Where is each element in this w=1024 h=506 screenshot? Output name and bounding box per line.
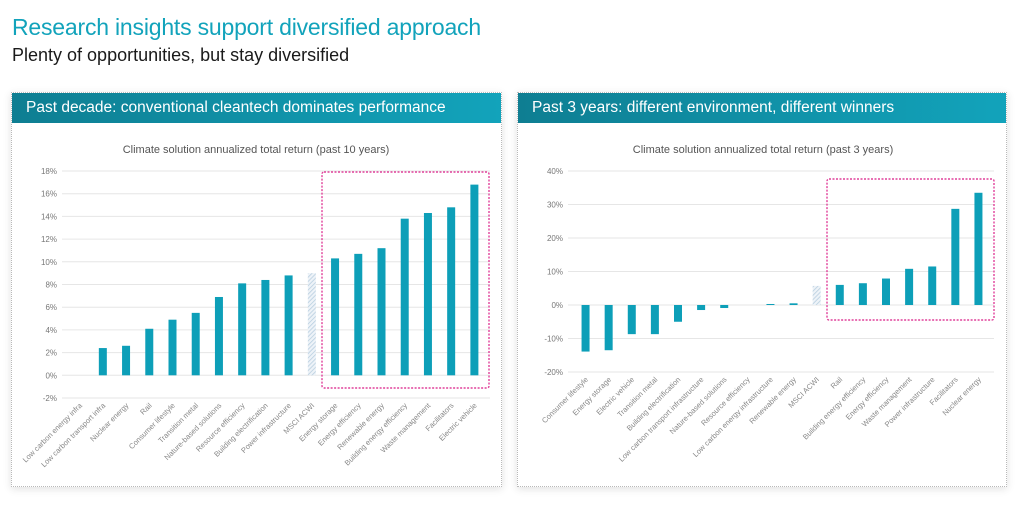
bar: [974, 192, 983, 305]
bar: [905, 268, 914, 305]
bar: [238, 283, 247, 376]
bar: [191, 312, 200, 376]
chart-past-3-years: Climate solution annualized total return…: [540, 144, 995, 464]
benchmark-bar: [307, 273, 316, 376]
y-tick-label: 18%: [41, 167, 57, 176]
bar: [882, 278, 890, 305]
bar: [650, 305, 659, 335]
chart-title: Climate solution annualized total return…: [633, 144, 893, 156]
y-tick-label: 40%: [547, 167, 563, 176]
bar: [674, 305, 682, 322]
page-subtitle: Plenty of opportunities, but stay divers…: [12, 45, 350, 65]
bar: [604, 305, 613, 351]
highlight-box: [826, 178, 995, 321]
y-tick-label: 0%: [551, 301, 563, 310]
bar: [835, 284, 844, 305]
y-tick-label: 14%: [41, 212, 57, 221]
y-tick-label: 10%: [41, 258, 57, 267]
panel-heading: Past decade: conventional cleantech domi…: [12, 93, 501, 123]
y-tick-label: 10%: [547, 268, 563, 277]
y-tick-label: 8%: [45, 281, 57, 290]
bar: [145, 328, 154, 376]
bar: [720, 305, 729, 309]
bar: [928, 266, 937, 305]
panel-heading: Past 3 years: different environment, dif…: [518, 93, 1006, 123]
bar: [789, 303, 798, 305]
chart-title: Climate solution annualized total return…: [123, 144, 390, 156]
y-tick-label: 12%: [41, 235, 57, 244]
x-tick-label: Rail: [829, 375, 845, 391]
highlight-box: [321, 171, 490, 389]
chart-past-10-years: Climate solution annualized total return…: [21, 144, 490, 469]
y-tick-label: -2%: [43, 394, 57, 403]
bar: [331, 258, 340, 376]
bar: [858, 283, 867, 305]
bar: [423, 212, 432, 376]
y-tick-label: 16%: [41, 190, 57, 199]
bar: [581, 305, 590, 352]
y-tick-label: 2%: [45, 349, 57, 358]
bar: [377, 248, 386, 376]
x-tick-label: Rail: [138, 401, 154, 417]
bar: [951, 208, 960, 305]
bar: [627, 305, 636, 335]
panel-past-decade: Past decade: conventional cleantech domi…: [11, 92, 502, 487]
bar: [284, 275, 293, 376]
bar: [168, 319, 177, 376]
y-tick-label: 30%: [547, 201, 563, 210]
panel-past-3-years: Past 3 years: different environment, dif…: [517, 92, 1007, 487]
y-tick-label: 20%: [547, 234, 563, 243]
bar: [122, 345, 131, 376]
bar: [98, 348, 107, 376]
y-tick-label: 6%: [45, 303, 57, 312]
bar: [697, 305, 706, 311]
bar: [400, 218, 409, 376]
y-tick-label: 4%: [45, 326, 57, 335]
y-tick-label: -20%: [544, 368, 563, 377]
y-tick-label: 0%: [45, 371, 57, 380]
bar: [354, 253, 363, 376]
bar: [261, 279, 270, 376]
bar: [766, 303, 775, 305]
benchmark-bar: [812, 285, 821, 305]
bar: [214, 296, 223, 376]
bar: [447, 207, 456, 376]
page-title: Research insights support diversified ap…: [12, 14, 481, 40]
y-tick-label: -10%: [544, 335, 563, 344]
bar: [470, 184, 479, 376]
